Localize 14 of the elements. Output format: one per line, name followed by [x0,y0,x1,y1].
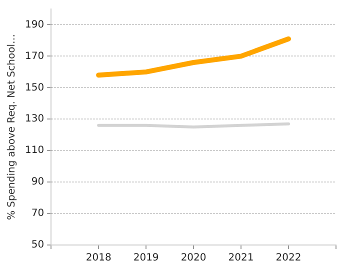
x-tick-label: 2018 [86,252,112,264]
x-tick-label: 2020 [180,252,206,264]
y-tick-label: 170 [24,50,44,62]
y-tick-label: 130 [24,114,44,125]
x-tick-label: 2019 [133,252,159,264]
y-tick-label: 110 [24,145,44,156]
y-tick-label: 150 [24,82,44,94]
y-axis-title: % Spending above Req. Net School… [6,34,18,220]
y-tick-label: 70 [31,208,44,220]
y-tick-label: 50 [31,240,44,251]
x-tick-label: 2022 [276,252,302,264]
y-tick-label: 190 [24,19,44,30]
x-tick-label: 2021 [228,252,254,264]
y-tick-label: 90 [31,176,44,188]
